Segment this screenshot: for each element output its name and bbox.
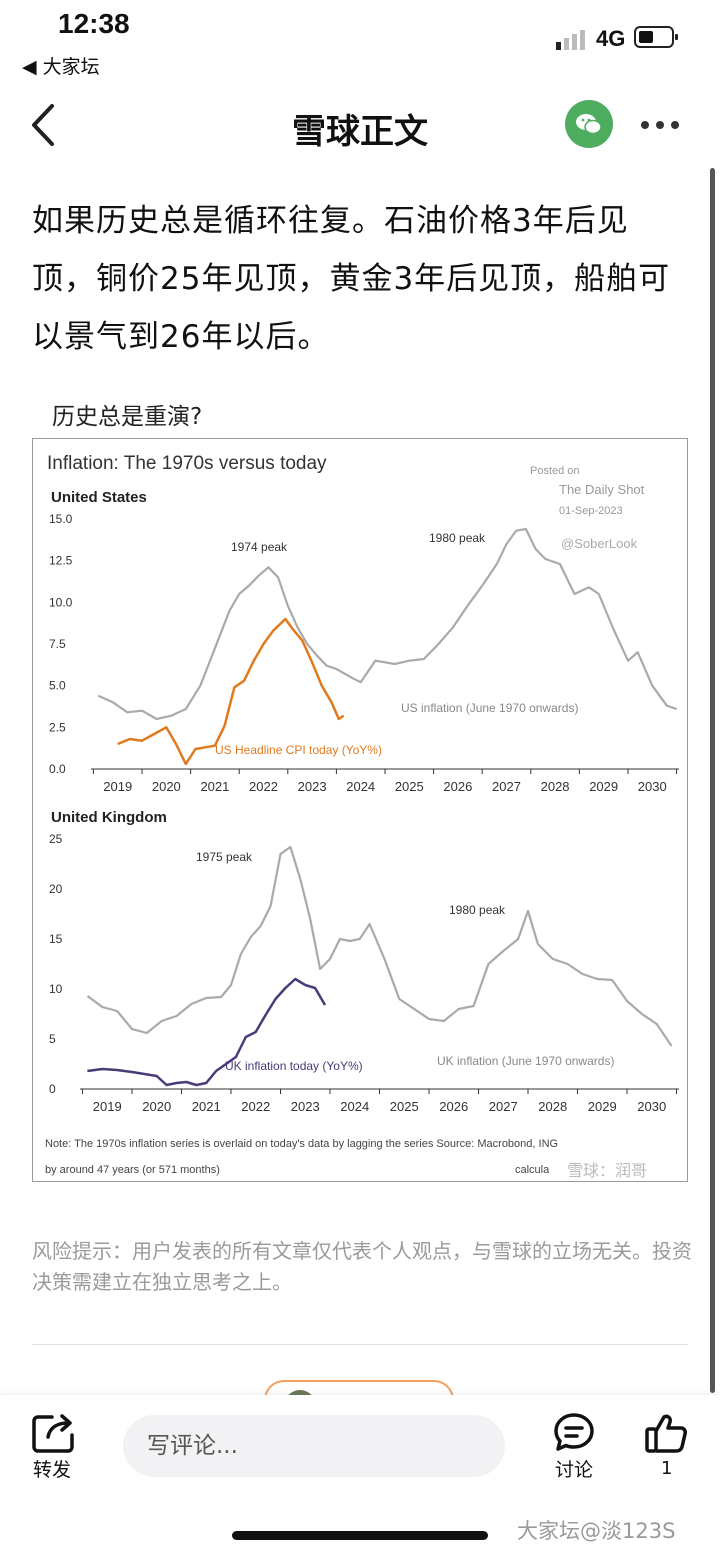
us-ytick: 7.5 bbox=[49, 637, 66, 651]
us-xtick-label: 2020 bbox=[152, 779, 181, 794]
back-to-app-link[interactable]: ◀ 大家坛 bbox=[22, 56, 100, 78]
us-xtick-label: 2019 bbox=[103, 779, 132, 794]
uk-xtick-label: 2029 bbox=[588, 1099, 617, 1114]
handle-label: @SoberLook bbox=[561, 536, 638, 551]
bottom-action-bar: 转发 讨论 1 大家坛@淡123S bbox=[0, 1395, 720, 1559]
us-xtick-label: 2025 bbox=[395, 779, 424, 794]
page-title: 雪球正文 bbox=[292, 112, 428, 152]
chart-title: Inflation: The 1970s versus today bbox=[47, 453, 327, 474]
uk-ytick: 15 bbox=[49, 932, 63, 946]
wechat-icon bbox=[576, 114, 602, 135]
back-arrow-icon[interactable] bbox=[26, 100, 66, 150]
us-xtick-label: 2030 bbox=[638, 779, 667, 794]
chart-calc-text: calcula bbox=[515, 1164, 550, 1176]
us-ytick: 12.5 bbox=[49, 554, 73, 568]
us-ytick: 10.0 bbox=[49, 595, 73, 609]
us-xtick-label: 2029 bbox=[589, 779, 618, 794]
us-series-line-today bbox=[117, 617, 345, 766]
uk-xtick-label: 2022 bbox=[241, 1099, 270, 1114]
uk-ytick: 10 bbox=[49, 982, 63, 996]
uk-xtick-label: 2023 bbox=[291, 1099, 320, 1114]
uk-xtick-label: 2021 bbox=[192, 1099, 221, 1114]
us-peak-1974: 1974 peak bbox=[231, 540, 288, 554]
us-xtick-label: 2021 bbox=[200, 779, 229, 794]
image-caption: 历史总是重演? bbox=[52, 404, 203, 430]
battery-icon bbox=[634, 26, 678, 48]
uk-seventies-label: UK inflation (June 1970 onwards) bbox=[437, 1054, 614, 1068]
chart-note-line-2: by around 47 years (or 571 months) bbox=[45, 1164, 220, 1176]
uk-ytick: 25 bbox=[49, 832, 63, 846]
us-peak-1980: 1980 peak bbox=[429, 531, 486, 545]
home-indicator[interactable] bbox=[232, 1531, 488, 1540]
us-panel-title: United States bbox=[51, 489, 147, 506]
uk-xtick-label: 2027 bbox=[489, 1099, 518, 1114]
uk-panel-title: United Kingdom bbox=[51, 809, 167, 826]
uk-xtick-label: 2028 bbox=[538, 1099, 567, 1114]
uk-xtick-label: 2019 bbox=[93, 1099, 122, 1114]
chart-note-line-1: Note: The 1970s inflation series is over… bbox=[45, 1138, 558, 1150]
wechat-share-button[interactable] bbox=[565, 100, 613, 148]
posted-date-label: 01-Sep-2023 bbox=[559, 505, 623, 517]
us-xtick-label: 2022 bbox=[249, 779, 278, 794]
uk-xtick-label: 2020 bbox=[142, 1099, 171, 1114]
divider bbox=[32, 1344, 688, 1345]
us-today-label: US Headline CPI today (YoY%) bbox=[215, 743, 382, 757]
us-seventies-label: US inflation (June 1970 onwards) bbox=[401, 701, 578, 715]
source-name-label: The Daily Shot bbox=[559, 482, 645, 497]
uk-xtick-label: 2025 bbox=[390, 1099, 419, 1114]
like-count: 1 bbox=[661, 1458, 673, 1479]
us-series-line-seventies bbox=[97, 527, 677, 721]
status-bar: 12:38 ◀ 大家坛 4G bbox=[0, 0, 720, 80]
uk-ytick: 5 bbox=[49, 1032, 56, 1046]
uk-peak-1980: 1980 peak bbox=[449, 903, 506, 917]
repost-icon[interactable] bbox=[30, 1411, 80, 1455]
discuss-icon[interactable] bbox=[552, 1411, 596, 1455]
us-xtick-label: 2027 bbox=[492, 779, 521, 794]
uk-xtick-label: 2030 bbox=[637, 1099, 666, 1114]
us-ytick: 5.0 bbox=[49, 679, 66, 693]
signal-icon bbox=[556, 30, 585, 50]
post-body: 如果历史总是循环往复。石油价格3年后见顶，铜价25年见顶，黄金3年后见顶，船舶可… bbox=[32, 203, 671, 355]
posted-on-label: Posted on bbox=[530, 465, 580, 477]
us-xtick-label: 2026 bbox=[443, 779, 472, 794]
uk-series-line-seventies bbox=[86, 845, 673, 1047]
uk-peak-1975: 1975 peak bbox=[196, 850, 253, 864]
chart-canvas: Inflation: The 1970s versus today Posted… bbox=[45, 453, 679, 1180]
forum-watermark: 大家坛@淡123S bbox=[517, 1519, 676, 1543]
thumbs-up-icon[interactable] bbox=[644, 1411, 688, 1455]
us-xtick-label: 2028 bbox=[541, 779, 570, 794]
discuss-label[interactable]: 讨论 bbox=[555, 1459, 594, 1481]
nav-bar: 雪球正文 bbox=[0, 90, 720, 162]
network-type: 4G bbox=[596, 26, 626, 51]
inflation-chart[interactable]: Inflation: The 1970s versus today Posted… bbox=[32, 438, 688, 1182]
us-ytick: 2.5 bbox=[49, 720, 66, 734]
xueqiu-watermark: 雪球：润哥 bbox=[567, 1161, 647, 1180]
risk-notice: 风险提示：用户发表的所有文章仅代表个人观点，与雪球的立场无关。投资决策需建立在独… bbox=[32, 1239, 692, 1294]
uk-xtick-label: 2024 bbox=[340, 1099, 369, 1114]
scrollbar[interactable] bbox=[710, 168, 715, 1393]
us-ytick: 0.0 bbox=[49, 762, 66, 776]
more-options-icon[interactable] bbox=[638, 110, 682, 140]
comment-input[interactable] bbox=[123, 1415, 505, 1477]
us-xtick-label: 2023 bbox=[298, 779, 327, 794]
uk-ytick: 0 bbox=[49, 1082, 56, 1096]
us-xtick-label: 2024 bbox=[346, 779, 375, 794]
uk-ytick: 20 bbox=[49, 882, 63, 896]
uk-xtick-label: 2026 bbox=[439, 1099, 468, 1114]
clock: 12:38 bbox=[58, 8, 130, 39]
uk-panel: 25 20 15 10 5 0 2019 2020 2021 2022 2023 2024 2025 20… bbox=[49, 832, 679, 1114]
uk-series-line-today bbox=[87, 977, 327, 1087]
us-panel: 15.0 12.5 10.0 7.5 5.0 2.5 0.0 2019 2020 2021 2022… bbox=[49, 512, 679, 794]
uk-today-label: UK inflation today (YoY%) bbox=[225, 1059, 363, 1073]
repost-label[interactable]: 转发 bbox=[33, 1459, 72, 1481]
us-ytick: 15.0 bbox=[49, 512, 73, 526]
